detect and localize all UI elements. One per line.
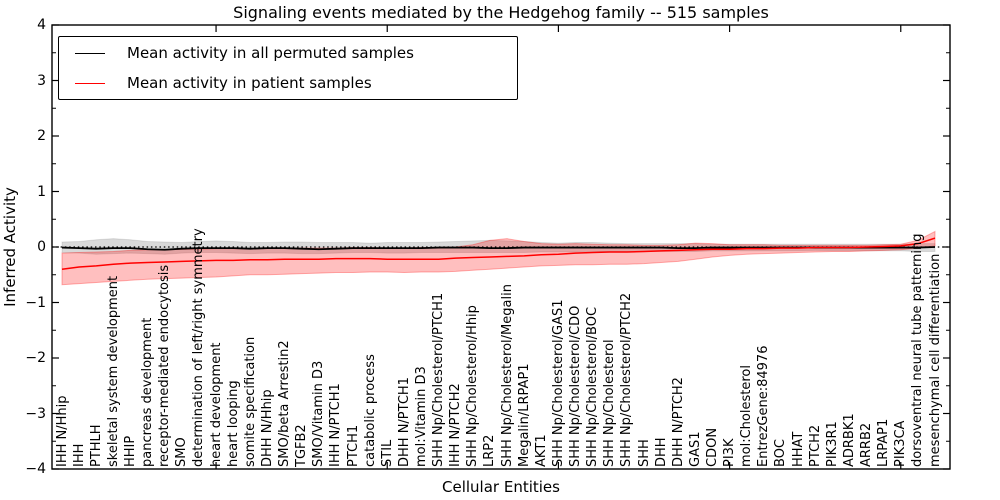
x-tick-label: Megalin/LRPAP1	[516, 363, 532, 467]
x-tick-label: PTCH1	[345, 424, 361, 467]
x-tick-label: mol:Cholesterol	[739, 365, 755, 467]
y-tick-label: −1	[25, 294, 46, 311]
patient-line-sample-icon	[75, 82, 105, 84]
x-tick-label: HHIP	[122, 435, 138, 467]
x-tick-label: SHH Np/Cholesterol/GAS1	[550, 299, 566, 467]
x-tick-label: SMO	[174, 437, 190, 467]
permuted-line-sample-icon	[75, 52, 105, 54]
x-tick-label: HHAT	[790, 431, 806, 467]
x-tick-label: somite specification	[242, 336, 258, 467]
x-tick-label: heart development	[208, 342, 224, 467]
y-tick-label: 2	[37, 128, 46, 144]
x-tick-label: PTHLH	[88, 424, 104, 467]
x-tick-label: SHH Np/Cholesterol/CDO	[568, 305, 584, 467]
x-tick-label: IHH N/Hhip	[54, 395, 70, 468]
x-tick-label: IHH N/PTCH1	[328, 383, 344, 467]
permuted-band	[61, 238, 936, 255]
x-tick-label: IHH N/PTCH2	[448, 383, 464, 467]
legend-item-permuted: Mean activity in all permuted samples	[59, 38, 517, 68]
x-tick-label: pancreas development	[140, 317, 156, 467]
y-tick-label: 3	[37, 72, 46, 89]
x-tick-label: SHH	[636, 439, 652, 467]
y-tick-label: 1	[37, 183, 46, 200]
x-tick-label: SMO/Vitamin D3	[311, 360, 327, 467]
x-tick-label: CDON	[704, 427, 720, 467]
patient-mean-line	[61, 237, 936, 270]
x-tick-label: PTCH2	[807, 424, 823, 467]
y-tick-label: −2	[25, 350, 46, 366]
x-tick-label: mesenchymal cell differentiation	[927, 253, 943, 467]
legend-item-patient: Mean activity in patient samples	[59, 68, 517, 98]
x-tick-label: SMO/beta Arrestin2	[277, 340, 293, 467]
x-tick-label: PIK3CA	[893, 420, 909, 467]
x-tick-label: DHH N/PTCH1	[396, 377, 412, 467]
x-tick-label: AKT1	[533, 434, 549, 467]
x-tick-label: SHH Np/Cholesterol/PTCH1	[431, 292, 447, 467]
x-tick-label: ARRB2	[859, 422, 875, 467]
x-tick-label: SHH Np/Cholesterol/Hhip	[465, 305, 481, 467]
x-tick-label: TGFB2	[294, 424, 310, 467]
x-axis-label: Cellular Entities	[442, 478, 560, 496]
x-tick-label: SHH Np/Cholesterol/Megalin	[499, 284, 515, 467]
x-tick-label: LRP2	[482, 434, 498, 467]
x-tick-label: STIL	[379, 439, 395, 467]
x-tick-label: DHH	[653, 437, 669, 467]
x-tick-label: DHH N/PTCH2	[670, 377, 686, 467]
x-tick-label: GAS1	[687, 431, 703, 468]
x-tick-label: BOC	[773, 439, 789, 467]
x-tick-label: IHH	[71, 443, 87, 467]
x-tick-label: dorsoventral neural tube patterning	[910, 233, 926, 467]
x-tick-label: PI3K	[722, 438, 738, 467]
legend-label-permuted: Mean activity in all permuted samples	[127, 44, 414, 62]
x-tick-label: LRPAP1	[876, 418, 892, 467]
y-tick-label: −4	[25, 461, 46, 477]
legend: Mean activity in all permuted samples Me…	[58, 36, 518, 100]
y-tick-label: 4	[37, 17, 46, 33]
x-tick-label: catabolic process	[362, 354, 378, 467]
y-tick-label: 0	[37, 239, 46, 255]
chart-title: Signaling events mediated by the Hedgeho…	[233, 3, 769, 22]
y-tick-label: −3	[25, 405, 46, 422]
x-tick-label: EntrezGene:84976	[756, 345, 772, 467]
x-tick-label: ADRBK1	[841, 413, 857, 467]
x-tick-label: determination of left/right symmetry	[191, 228, 207, 467]
x-tick-label: DHH N/Hhip	[259, 389, 275, 467]
x-tick-label: PIK3R1	[824, 421, 840, 467]
x-tick-label: receptor-mediated endocytosis	[157, 264, 173, 467]
x-tick-label: SHH Np/Cholesterol	[602, 339, 618, 467]
x-tick-label: SHH Np/Cholesterol/PTCH2	[619, 292, 635, 467]
x-tick-label: skeletal system development	[105, 275, 121, 467]
x-tick-label: mol:Vitamin D3	[413, 366, 429, 467]
legend-label-patient: Mean activity in patient samples	[127, 74, 372, 92]
x-tick-label: heart looping	[225, 380, 241, 467]
x-tick-label: SHH Np/Cholesterol/BOC	[585, 306, 601, 467]
